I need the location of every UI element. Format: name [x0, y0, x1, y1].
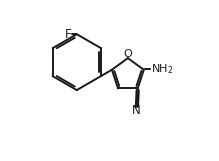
Text: F: F — [65, 28, 72, 41]
Text: NH$_2$: NH$_2$ — [151, 62, 173, 76]
Text: N: N — [132, 104, 141, 117]
Text: O: O — [124, 49, 132, 59]
